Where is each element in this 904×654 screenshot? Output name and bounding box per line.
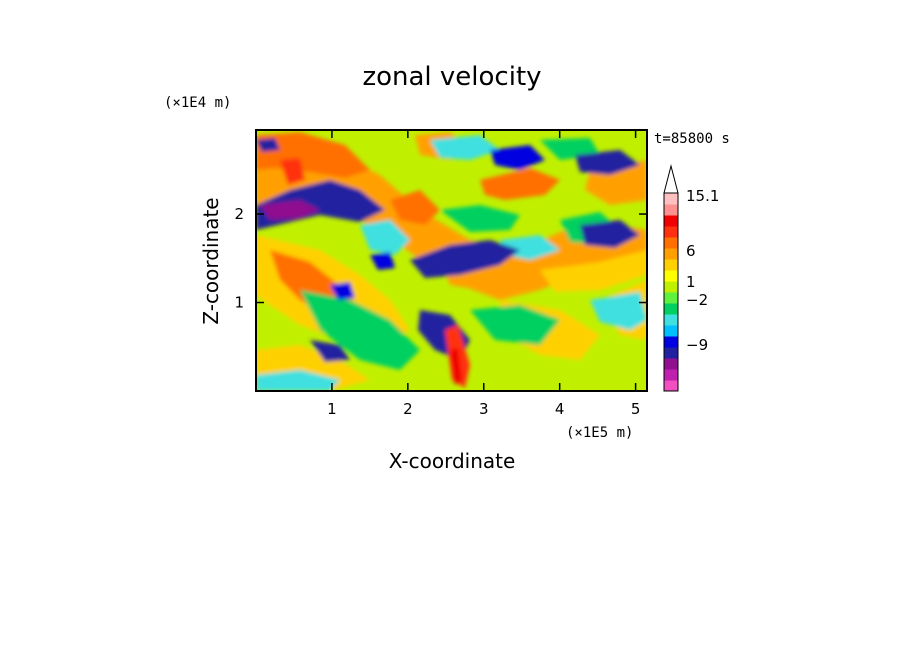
colorbar: 15.1 6 1−2 −9 — [663, 164, 719, 392]
colorbar-segment — [664, 248, 678, 260]
x-tick-label: 2 — [403, 400, 413, 418]
colorbar-segment — [664, 193, 678, 205]
colorbar-segment — [664, 380, 678, 392]
colorbar-extend-arrow — [663, 164, 679, 194]
x-tick-label: 1 — [327, 400, 337, 418]
colorbar-segment — [664, 369, 678, 381]
colorbar-segment — [664, 325, 678, 337]
colorbar-segment — [664, 281, 678, 293]
colorbar-segment — [664, 215, 678, 227]
colorbar-segment — [664, 314, 678, 326]
time-label: t=85800 s — [654, 131, 730, 147]
colorbar-segment — [664, 358, 678, 370]
colorbar-label: −9 — [686, 336, 708, 354]
colorbar-label: 1 — [686, 273, 696, 291]
colorbar-segment — [664, 292, 678, 304]
y-unit-label: (×1E4 m) — [164, 95, 231, 111]
colorbar-label: 15.1 — [686, 187, 719, 205]
colorbar-segment — [664, 237, 678, 249]
chart-title: zonal velocity — [362, 62, 541, 92]
y-tick-label: 2 — [234, 205, 244, 223]
x-tick-label: 4 — [555, 400, 565, 418]
y-axis-label: Z-coordinate — [199, 197, 223, 324]
y-axis-ticks: 12 — [234, 205, 647, 312]
velocity-field — [256, 130, 647, 391]
x-tick-label: 3 — [479, 400, 489, 418]
colorbar-segment — [664, 347, 678, 359]
colorbar-segment — [664, 259, 678, 271]
x-axis-ticks: 1 2 3 4 5 — [327, 130, 640, 418]
x-axis-label: X-coordinate — [389, 449, 516, 473]
colorbar-segment — [664, 204, 678, 216]
plot-frame — [255, 129, 648, 392]
x-tick-label: 5 — [631, 400, 641, 418]
y-tick-label: 1 — [234, 294, 244, 312]
colorbar-segment — [664, 336, 678, 348]
colorbar-label: 6 — [686, 242, 696, 260]
colorbar-segment — [664, 303, 678, 315]
colorbar-label: −2 — [686, 291, 708, 309]
colorbar-segment — [664, 226, 678, 238]
colorbar-segment — [664, 270, 678, 282]
x-unit-label: (×1E5 m) — [566, 425, 633, 441]
